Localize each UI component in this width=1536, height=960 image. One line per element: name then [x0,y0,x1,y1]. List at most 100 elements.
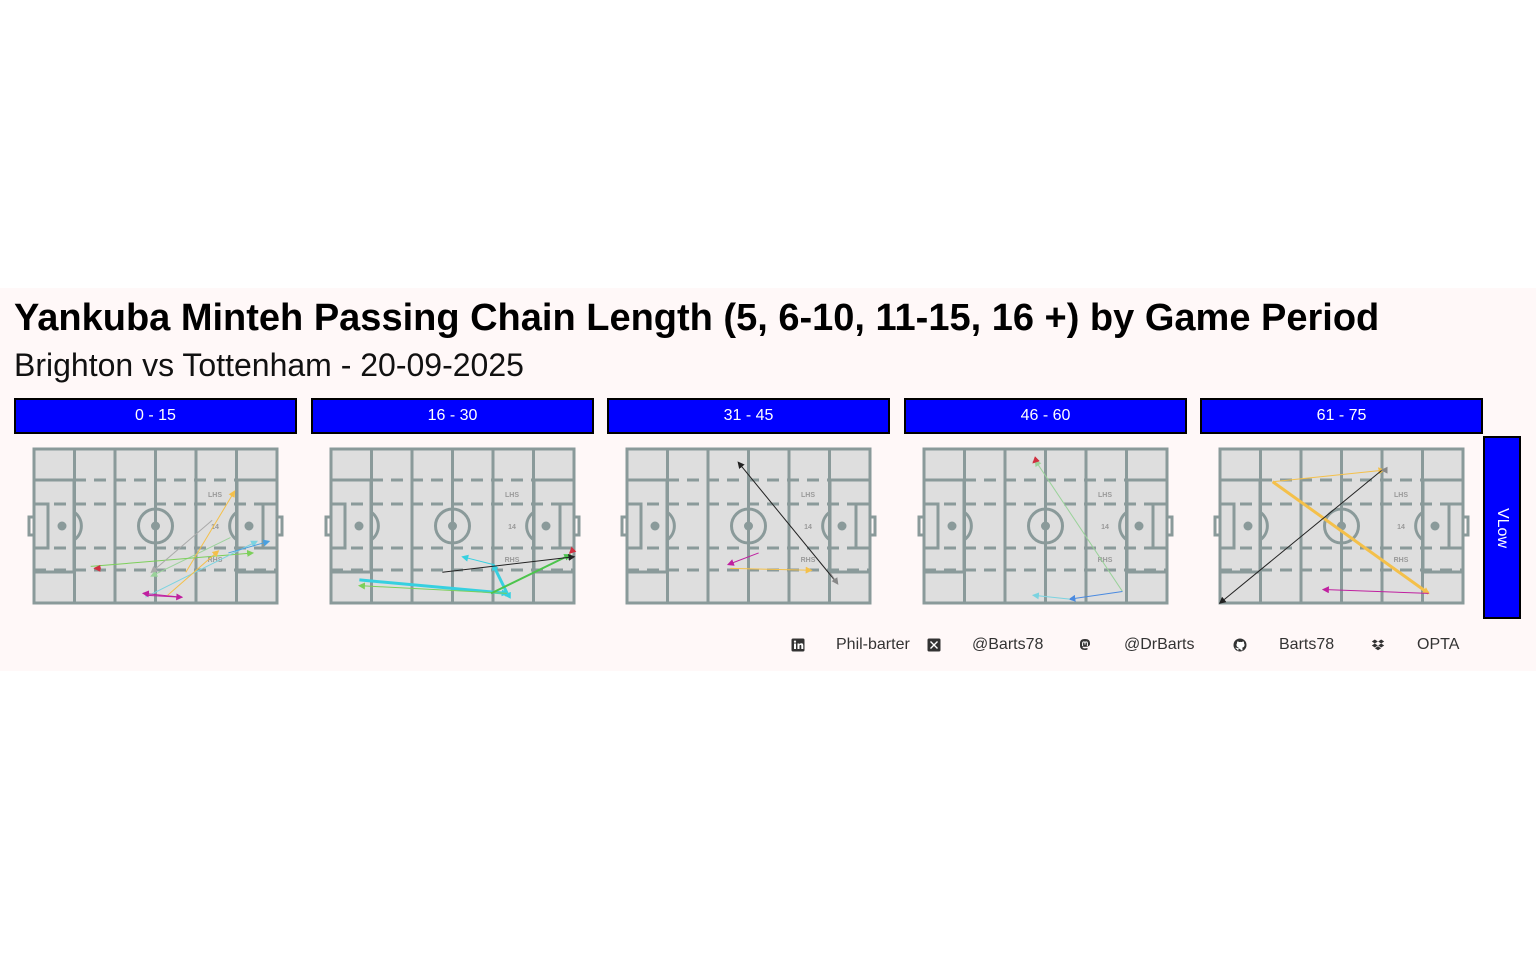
six-yard-right [558,502,576,550]
chart-subtitle: Brighton vs Tottenham - 20-09-2025 [14,347,524,383]
zone-14-label: 14 [804,524,812,531]
zone-14-label: 14 [508,524,516,531]
pass-arrow [568,546,577,554]
penalty-arc-right [821,510,831,542]
six-yard-right [1447,502,1465,550]
pass-arrow [1271,480,1430,595]
pitch-panel-0: LHS 14 RHS [27,447,284,605]
rhs-label: RHS [1098,557,1113,564]
chart-title: Yankuba Minteh Passing Chain Length (5, … [14,297,1380,339]
penalty-spot-right [837,521,847,531]
lhs-label: LHS [208,492,222,499]
six-yard-left [329,502,347,550]
pass-arrow [726,552,759,566]
penalty-arc-left [1259,510,1269,542]
pass-arrow [145,540,259,598]
rhs-label: RHS [208,557,223,564]
pitch-panel-3: LHS 14 RHS [917,447,1174,605]
rhs-label: RHS [801,557,816,564]
pass-arrow [141,590,182,598]
penalty-arc-left [73,510,83,542]
pitch-panel-1: LHS 14 RHS [324,447,581,605]
facet-strip-4: 61 - 75 [1200,398,1483,434]
centre-circle [730,507,767,545]
facet-strip-2: 31 - 45 [607,398,890,434]
pass-arrow [1034,459,1123,592]
centre-spot [744,521,753,531]
six-yard-right [854,502,872,550]
penalty-spot-left [57,521,67,531]
pass-arrow [150,537,231,577]
pass-arrow [730,566,813,574]
rhs-label: RHS [1394,557,1409,564]
penalty-spot-left [1243,521,1253,531]
facet-row-strip: VLow [1483,436,1521,619]
rhs-label: RHS [505,557,520,564]
penalty-arc-right [1118,510,1128,542]
pass-arrow [185,490,236,573]
six-yard-left [625,502,643,550]
facet-strip-1: 16 - 30 [311,398,594,434]
caption-item-linkedin: Phil-barter [791,636,910,654]
six-yard-left [922,502,940,550]
six-yard-left [32,502,50,550]
caption-text: Phil-barter [836,636,910,653]
mastodon-icon [1080,639,1090,650]
caption-text: @DrBarts [1124,636,1195,653]
linkedin-icon [791,638,805,652]
pass-arrow [442,553,576,573]
centre-spot [1041,521,1050,531]
zone-14-label: 14 [1397,524,1405,531]
pass-arrow [167,550,220,596]
pass-arrow [1272,467,1386,483]
lhs-label: LHS [801,492,815,499]
centre-spot [448,521,457,531]
six-yard-left [1218,502,1236,550]
dropbox-icon [1371,639,1385,651]
zone-14-label: 14 [1101,524,1109,531]
centre-circle [1027,507,1064,545]
caption-text: Barts78 [1279,636,1335,653]
lhs-label: LHS [1394,492,1408,499]
caption-text: @Barts78 [972,636,1044,653]
pass-arrow [737,461,838,585]
pass-arrow [1218,469,1383,604]
centre-circle [434,507,471,545]
zone-14-label: 14 [211,524,219,531]
penalty-arc-right [525,510,535,542]
pass-arrow [357,582,508,594]
caption-item-x: @Barts78 [927,636,1043,654]
caption-item-github: Barts78 [1233,636,1334,654]
penalty-spot-right [1430,521,1440,531]
pass-arrow [90,549,255,567]
pass-arrow [461,554,494,565]
x-twitter-icon [927,638,941,652]
penalty-arc-left [370,510,380,542]
caption-item-dropbox: OPTA [1371,636,1459,654]
centre-circle [1323,507,1360,545]
pass-arrow [490,553,572,595]
penalty-spot-left [354,521,364,531]
centre-circle [137,507,174,545]
penalty-arc-right [228,510,238,542]
pass-arrow [491,563,509,595]
penalty-spot-left [650,521,660,531]
pitch-panel-4: LHS 14 RHS [1213,447,1470,605]
pass-arrow [228,539,271,554]
penalty-arc-left [963,510,973,542]
penalty-arc-right [1414,510,1424,542]
facet-strip-0: 0 - 15 [14,398,297,434]
penalty-spot-right [541,521,551,531]
lhs-label: LHS [1098,492,1112,499]
penalty-arc-left [666,510,676,542]
pitch-panel-2: LHS 14 RHS [620,447,877,605]
pass-arrow [1031,592,1070,600]
penalty-spot-right [244,521,254,531]
pass-arrow [1321,586,1429,594]
six-yard-right [261,502,279,550]
pass-arrow [829,571,839,585]
facet-strip-3: 46 - 60 [904,398,1187,434]
caption-item-mastodon: @DrBarts [1078,636,1194,654]
github-icon [1233,638,1247,652]
